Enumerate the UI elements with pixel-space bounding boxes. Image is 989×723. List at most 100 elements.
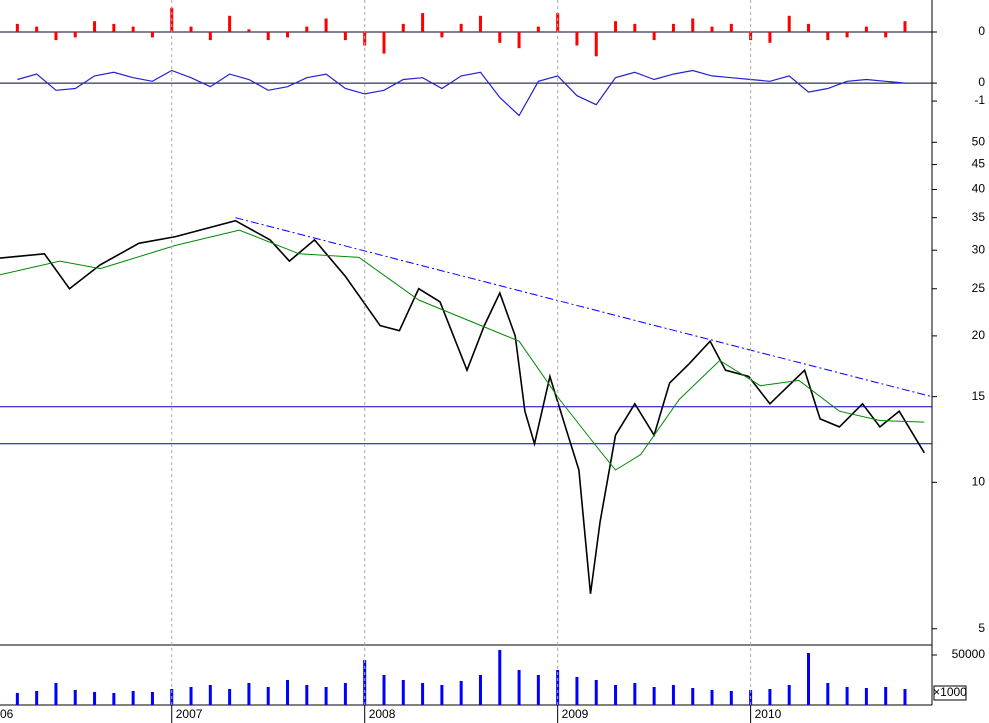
bar bbox=[266, 687, 270, 705]
bar bbox=[35, 26, 39, 32]
x-tick-label: 2009 bbox=[562, 707, 589, 721]
y-tick-label: 30 bbox=[972, 242, 986, 256]
bar bbox=[652, 687, 656, 705]
bar bbox=[652, 32, 656, 41]
bar bbox=[363, 660, 367, 705]
bar bbox=[112, 23, 116, 32]
bar bbox=[73, 32, 77, 38]
bar bbox=[343, 683, 347, 705]
bar bbox=[594, 32, 598, 57]
bar bbox=[401, 23, 405, 32]
bar bbox=[208, 32, 212, 41]
bar bbox=[189, 687, 193, 705]
bar bbox=[401, 680, 405, 705]
bar bbox=[112, 693, 116, 705]
y-tick-label: 20 bbox=[972, 328, 986, 342]
bar bbox=[845, 687, 849, 705]
bar bbox=[787, 15, 791, 33]
y-tick-label: 0 bbox=[978, 24, 985, 38]
bar bbox=[421, 13, 425, 32]
bar bbox=[54, 32, 58, 41]
bar bbox=[517, 670, 521, 705]
bar bbox=[324, 687, 328, 705]
bar bbox=[93, 692, 97, 705]
bar bbox=[15, 23, 19, 32]
y-tick-label: 25 bbox=[972, 281, 986, 295]
bar bbox=[498, 650, 502, 705]
bar bbox=[305, 26, 309, 32]
bar bbox=[768, 689, 772, 705]
bar bbox=[826, 683, 830, 705]
bar bbox=[73, 690, 77, 705]
bar bbox=[729, 691, 733, 705]
bar bbox=[440, 685, 444, 705]
oscillator-line bbox=[17, 69, 906, 117]
bar bbox=[536, 26, 540, 32]
y-tick-label: 5 bbox=[978, 621, 985, 635]
bar bbox=[35, 691, 39, 705]
price-line bbox=[0, 219, 925, 594]
bar bbox=[671, 23, 675, 32]
bar bbox=[305, 685, 309, 705]
bar bbox=[556, 670, 560, 705]
y-tick-label: -1 bbox=[974, 93, 985, 107]
x-tick-label: 2010 bbox=[755, 707, 782, 721]
bar bbox=[691, 688, 695, 705]
bar bbox=[691, 18, 695, 32]
y-tick-label: 0 bbox=[978, 75, 985, 89]
bar bbox=[150, 692, 154, 705]
bar bbox=[845, 32, 849, 38]
bar bbox=[903, 21, 907, 32]
bar bbox=[884, 32, 888, 38]
x-tick-label: 06 bbox=[0, 707, 14, 721]
bar bbox=[729, 23, 733, 32]
bar bbox=[189, 26, 193, 32]
x-tick-label: 2007 bbox=[176, 707, 203, 721]
bar bbox=[440, 32, 444, 38]
bar bbox=[459, 23, 463, 32]
bar bbox=[807, 23, 811, 32]
bar bbox=[459, 681, 463, 705]
bar bbox=[633, 23, 637, 32]
bar bbox=[131, 26, 135, 32]
bar bbox=[498, 32, 502, 43]
bar bbox=[517, 32, 521, 49]
y-tick-label: 10 bbox=[972, 474, 986, 488]
bar bbox=[614, 21, 618, 32]
bar bbox=[382, 675, 386, 705]
trend-line bbox=[235, 217, 933, 398]
unit-label: ×1000 bbox=[933, 685, 967, 699]
bar bbox=[324, 18, 328, 32]
bar bbox=[575, 32, 579, 46]
y-tick-label: 45 bbox=[972, 157, 986, 171]
bar bbox=[903, 689, 907, 705]
bar bbox=[826, 32, 830, 41]
bar bbox=[478, 675, 482, 705]
bar bbox=[787, 685, 791, 705]
price-line bbox=[0, 229, 925, 471]
bar bbox=[575, 677, 579, 705]
bar bbox=[343, 32, 347, 41]
bar bbox=[131, 691, 135, 705]
bar bbox=[208, 685, 212, 705]
bar bbox=[614, 685, 618, 705]
bar bbox=[884, 687, 888, 705]
bar bbox=[150, 32, 154, 38]
bar bbox=[556, 13, 560, 32]
bar bbox=[768, 32, 772, 43]
bar bbox=[228, 15, 232, 33]
bar bbox=[286, 680, 290, 705]
bar bbox=[710, 690, 714, 705]
y-tick-label: 35 bbox=[972, 210, 986, 224]
unit-box bbox=[933, 685, 967, 701]
bar bbox=[807, 653, 811, 705]
y-tick-label: 40 bbox=[972, 182, 986, 196]
bar bbox=[710, 26, 714, 32]
bar bbox=[93, 21, 97, 32]
bar bbox=[286, 32, 290, 38]
bar bbox=[247, 29, 251, 32]
bar bbox=[382, 32, 386, 54]
bar bbox=[864, 688, 868, 705]
